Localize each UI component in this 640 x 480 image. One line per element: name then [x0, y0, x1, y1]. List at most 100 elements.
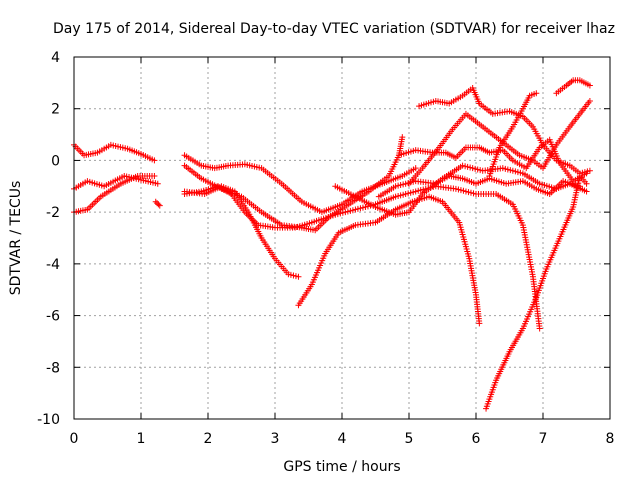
- data-point: [462, 188, 469, 195]
- data-point: [502, 165, 509, 172]
- data-point: [472, 165, 479, 172]
- data-point: [464, 163, 471, 170]
- data-point: [285, 271, 292, 278]
- data-point: [290, 272, 297, 279]
- data-point: [392, 193, 399, 200]
- data-point: [412, 165, 419, 172]
- data-point: [417, 187, 424, 194]
- data-point: [405, 180, 412, 187]
- grid-lines: [74, 57, 610, 419]
- data-point: [397, 192, 404, 199]
- data-point: [583, 188, 590, 195]
- series-track-q: [553, 77, 593, 97]
- data-point: [470, 190, 477, 197]
- y-tick-label: 4: [51, 50, 60, 66]
- series-track-d: [152, 198, 163, 209]
- x-tick-label: 8: [606, 431, 615, 447]
- series-track-c: [71, 172, 158, 216]
- data-point: [415, 187, 422, 194]
- data-point: [581, 169, 588, 176]
- data-point: [517, 169, 524, 176]
- data-point: [400, 181, 407, 188]
- chart-title: Day 175 of 2014, Sidereal Day-to-day VTE…: [53, 21, 615, 37]
- data-point: [395, 182, 402, 189]
- data-point: [397, 181, 404, 188]
- data-point: [399, 134, 406, 141]
- series-track-e: [181, 152, 419, 216]
- data-point: [364, 203, 371, 210]
- data-point: [469, 165, 476, 172]
- plot-frame: [73, 56, 611, 420]
- data-point: [457, 187, 464, 194]
- data-point: [354, 205, 361, 212]
- data-point: [412, 188, 419, 195]
- data-point: [477, 167, 484, 174]
- data-point: [584, 168, 591, 175]
- x-tick-label: 5: [405, 431, 414, 447]
- series-track-g: [181, 183, 302, 280]
- data-point: [410, 189, 417, 196]
- x-tick-label: 4: [338, 431, 347, 447]
- x-tick-label: 1: [137, 431, 146, 447]
- data-point: [586, 97, 593, 104]
- data-point: [155, 201, 162, 208]
- axis-ticks: [73, 56, 611, 420]
- series-track-p: [486, 90, 540, 179]
- data-point: [334, 211, 341, 218]
- x-axis-label: GPS time / hours: [283, 459, 400, 475]
- x-tick-label: 3: [271, 431, 280, 447]
- series-track-o: [483, 172, 590, 412]
- data-point: [295, 273, 302, 280]
- data-point: [400, 191, 407, 198]
- data-point: [349, 207, 356, 214]
- data-point: [512, 168, 519, 175]
- series-track-m: [416, 85, 593, 177]
- data-point: [395, 192, 402, 199]
- data-point: [533, 90, 540, 97]
- y-tick-label: -6: [46, 309, 60, 325]
- data-point: [362, 203, 369, 210]
- data-point: [499, 165, 506, 172]
- data-point: [504, 166, 511, 173]
- data-point: [337, 210, 344, 217]
- y-tick-label: -10: [37, 412, 60, 428]
- data-point: [465, 189, 472, 196]
- data-point: [455, 186, 462, 193]
- y-tick-labels: -10 -8 -6 -4 -2 0 2 4: [37, 50, 60, 428]
- data-point: [342, 209, 349, 216]
- series-track-n: [406, 97, 593, 187]
- data-point: [467, 164, 474, 171]
- y-tick-label: -4: [46, 257, 60, 273]
- y-axis-label: SDTVAR / TECUs: [8, 181, 24, 296]
- data-point: [392, 183, 399, 190]
- y-tick-label: -8: [46, 360, 60, 376]
- data-point: [347, 207, 354, 214]
- data-point: [583, 180, 590, 187]
- data-point: [474, 166, 481, 173]
- data-point: [359, 204, 366, 211]
- x-tick-labels: 0 1 2 3 4 5 6 7 8: [70, 431, 615, 447]
- data-point: [402, 191, 409, 198]
- data-marks: [71, 77, 593, 412]
- data-point: [476, 320, 483, 327]
- y-tick-label: 2: [51, 102, 60, 118]
- y-tick-label: 0: [51, 153, 60, 169]
- data-point: [292, 273, 299, 280]
- data-point: [156, 202, 163, 209]
- data-point: [352, 206, 359, 213]
- data-point: [452, 185, 459, 192]
- data-point: [405, 190, 412, 197]
- x-tick-label: 6: [472, 431, 481, 447]
- x-tick-label: 7: [539, 431, 548, 447]
- data-point: [151, 172, 158, 179]
- data-point: [514, 169, 521, 176]
- data-point: [357, 205, 364, 212]
- series-track-h: [181, 183, 543, 332]
- data-point: [151, 157, 158, 164]
- data-point: [407, 189, 414, 196]
- data-point: [579, 169, 586, 176]
- data-point: [154, 200, 161, 207]
- data-point: [467, 189, 474, 196]
- series-track-f: [181, 134, 406, 234]
- data-point: [462, 163, 469, 170]
